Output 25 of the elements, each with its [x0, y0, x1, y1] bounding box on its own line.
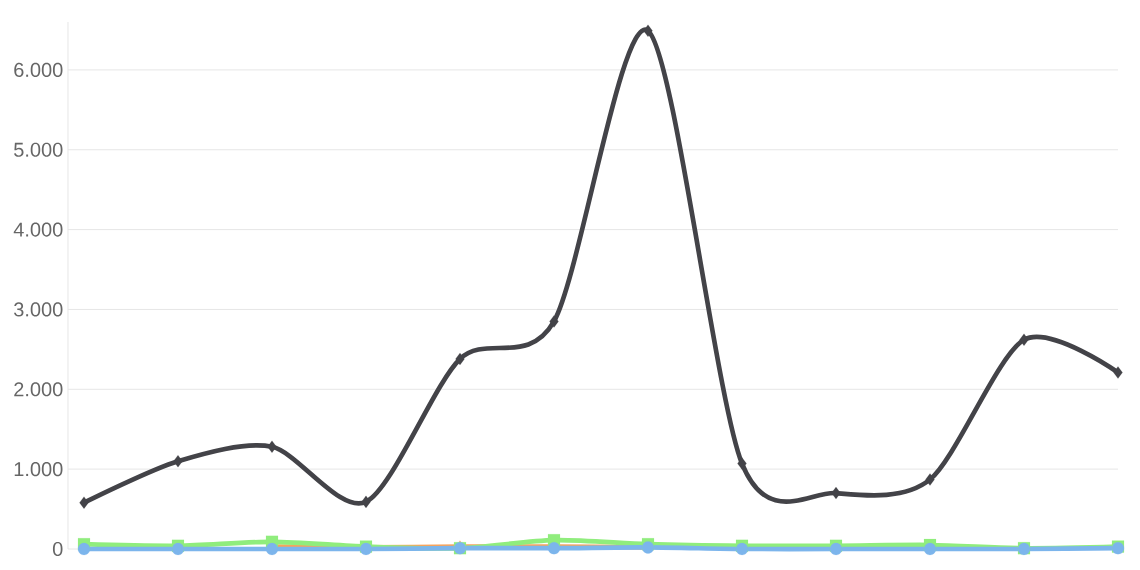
point: [79, 496, 89, 509]
point: [267, 440, 277, 453]
point: [547, 542, 561, 555]
point: [1019, 333, 1029, 346]
y-tick-label: 2.000: [14, 382, 63, 397]
point: [735, 542, 749, 556]
point: [829, 542, 843, 556]
point: [737, 457, 747, 470]
point: [923, 542, 937, 556]
point: [361, 495, 371, 508]
point: [549, 315, 559, 328]
y-tick-label: 6.000: [14, 62, 63, 77]
point: [171, 542, 185, 556]
point: [1113, 366, 1123, 379]
y-tick-label: 3.000: [14, 302, 63, 317]
point: [643, 24, 653, 37]
y-tick-label: 0: [52, 541, 63, 557]
point: [77, 542, 91, 556]
point: [173, 455, 183, 468]
point: [265, 542, 279, 556]
point: [455, 352, 465, 366]
point: [925, 473, 935, 486]
y-tick-label: 5.000: [14, 142, 63, 157]
y-tick-label: 1.000: [14, 462, 63, 477]
y-tick-label: 4.000: [13, 222, 63, 237]
